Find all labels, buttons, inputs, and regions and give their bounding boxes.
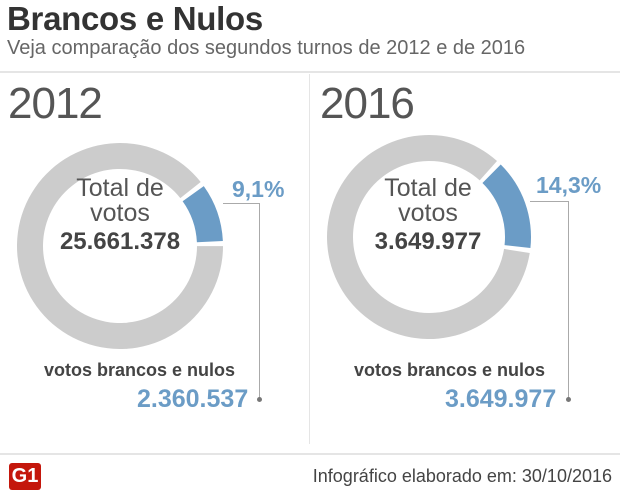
center-label: Total de votos (45, 176, 195, 226)
leader-line-vertical (568, 201, 569, 399)
header-divider (0, 71, 620, 73)
percent-label: 9,1% (232, 176, 285, 202)
donut-chart-2012 (17, 143, 223, 349)
center-label-line2: votos (398, 199, 458, 227)
center-label-line1: Total de (384, 174, 472, 202)
center-label-line1: Total de (76, 174, 164, 202)
donut-chart-2016 (327, 134, 531, 339)
leader-line (530, 201, 568, 202)
year-label: 2016 (320, 79, 415, 128)
total-votes-value: 3.649.977 (374, 228, 482, 255)
chart-title: Brancos e Nulos (7, 0, 263, 37)
center-label: Total de votos (353, 176, 503, 226)
year-label: 2012 (8, 79, 103, 128)
total-votes-value: 25.661.378 (59, 228, 181, 255)
highlight-label: votos brancos e nulos (44, 360, 236, 380)
chart-subtitle: Veja comparação dos segundos turnos de 2… (7, 37, 526, 59)
column-divider (309, 74, 310, 444)
slice-votos-brancos-nulos (182, 186, 223, 243)
leader-line-vertical (259, 203, 260, 399)
footer-divider (0, 453, 620, 455)
footer-credit: Infográfico elaborado em: 30/10/2016 (312, 466, 612, 486)
percent-label: 14,3% (536, 172, 602, 198)
highlight-value: 2.360.537 (137, 385, 249, 413)
leader-dot (566, 397, 571, 402)
highlight-value: 3.649.977 (445, 385, 557, 413)
center-label-line2: votos (90, 199, 150, 227)
g1-logo: G1 (9, 463, 41, 490)
highlight-label: votos brancos e nulos (354, 360, 546, 380)
leader-line (223, 203, 259, 204)
slice-votos-brancos-nulos (482, 164, 531, 248)
leader-dot (257, 397, 262, 402)
